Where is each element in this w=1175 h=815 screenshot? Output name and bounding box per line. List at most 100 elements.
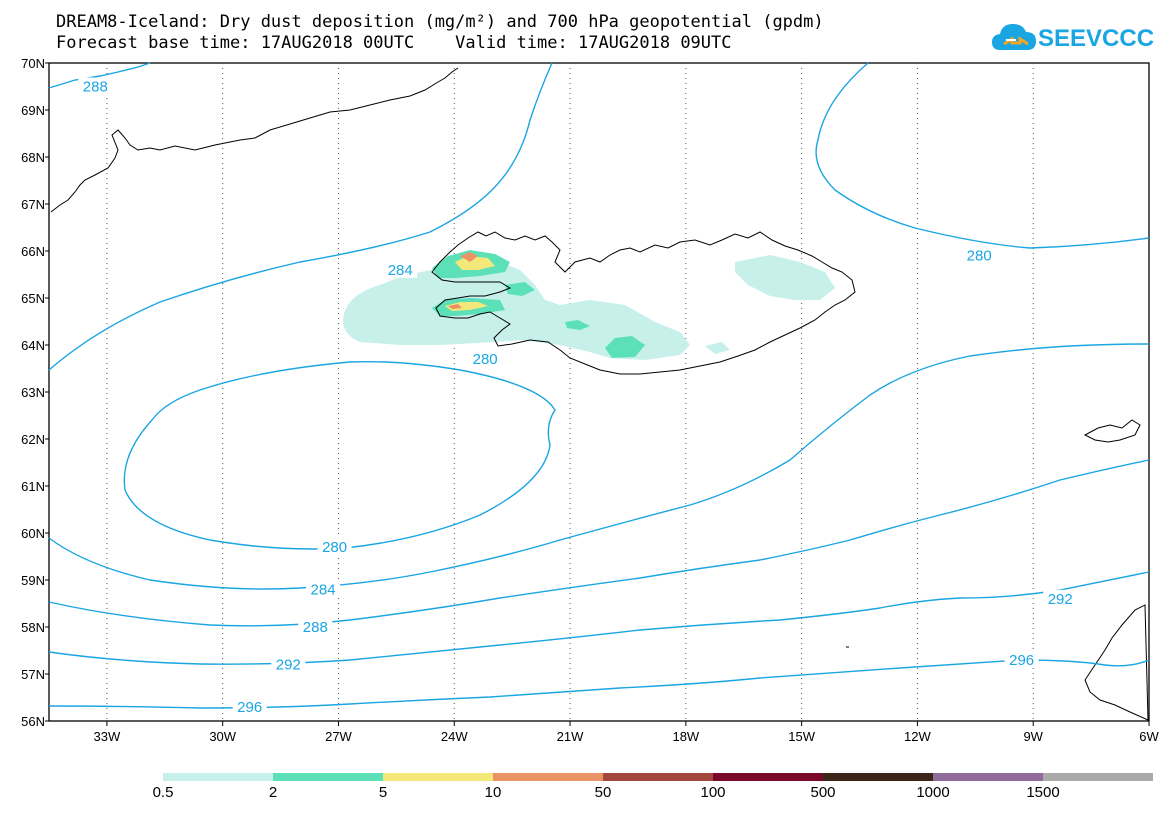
dust-area-low-east [735, 255, 835, 300]
contour-label-bg [1043, 589, 1078, 607]
lon-label: 24W [441, 729, 468, 744]
contour-label-bg [1004, 650, 1039, 668]
lat-label: 56N [21, 714, 45, 729]
contour-label: 296 [1009, 652, 1034, 669]
colorbar-swatch [383, 773, 493, 781]
colorbar-label: 0.5 [152, 784, 174, 801]
contour-label: 292 [276, 657, 301, 674]
contour-label-bg [962, 246, 997, 264]
colorbar [163, 773, 1153, 781]
lon-label: 30W [209, 729, 236, 744]
lat-label: 69N [21, 103, 45, 118]
colorbar-swatch [823, 773, 933, 781]
lon-label: 9W [1023, 729, 1043, 744]
colorbar-swatch [1043, 773, 1153, 781]
colorbar-label: 50 [594, 784, 612, 801]
lon-label: 15W [788, 729, 815, 744]
lon-label: 18W [672, 729, 699, 744]
contour-label: 288 [303, 619, 328, 636]
contour-label: 288 [83, 79, 108, 96]
dust-area-low-south [705, 342, 730, 354]
contour-label: 280 [473, 351, 498, 368]
contour-292 [48, 571, 1150, 665]
contour-label-bg [271, 655, 306, 673]
lat-label: 68N [21, 150, 45, 165]
contour-label-bg [383, 260, 418, 278]
lat-label: 60N [21, 526, 45, 541]
coast-faroes [1083, 419, 1141, 443]
longitude-labels: 33W 30W 27W 24W 21W 18W 15W 12W 9W 6W [94, 721, 1159, 744]
colorbar-swatch [933, 773, 1043, 781]
lon-label: 12W [904, 729, 931, 744]
contour-284 [48, 62, 553, 371]
dust-area-5-a [445, 302, 488, 311]
dust-area-5-b [455, 256, 495, 270]
contour-280-east [815, 62, 1150, 249]
dust-area-2-mid [565, 320, 590, 330]
lon-label: 27W [325, 729, 352, 744]
dust-deposition-shading [343, 250, 835, 360]
lat-label: 64N [21, 338, 45, 353]
contour-label-bg [232, 697, 267, 715]
contour-label: 280 [967, 248, 992, 265]
grid-lines [106, 63, 1034, 721]
colorbar-swatch [493, 773, 603, 781]
contour-labels: 288 284 280 280 280 284 288 292 292 296 296 [78, 77, 1078, 716]
contour-label: 284 [311, 581, 336, 598]
lat-label: 63N [21, 385, 45, 400]
colorbar-swatch [603, 773, 713, 781]
colorbar-label: 1000 [916, 784, 950, 801]
contour-280-closed [123, 360, 556, 550]
dust-area-2-south [605, 336, 645, 358]
dust-area-10 [460, 252, 478, 262]
lat-label: 65N [21, 291, 45, 306]
contour-label-bg [317, 538, 352, 556]
contour-label-bg [306, 580, 341, 598]
lat-label: 57N [21, 667, 45, 682]
colorbar-label: 500 [810, 784, 836, 801]
map-frame [48, 62, 1150, 722]
geopotential-contours [48, 62, 1150, 709]
colorbar-label: 5 [378, 784, 388, 801]
coast-iceland [431, 231, 856, 375]
coastlines [50, 67, 1149, 721]
contour-label-bg [468, 350, 503, 368]
dust-area-10-b [448, 304, 462, 309]
dust-area-low [343, 262, 690, 360]
cloud-logo-icon [992, 24, 1036, 50]
contour-label: 296 [237, 699, 262, 716]
contour-label-bg [298, 618, 333, 635]
colorbar-swatch [273, 773, 383, 781]
lat-label: 70N [21, 56, 45, 71]
contour-label-bg [78, 77, 113, 95]
colorbar-label: 100 [700, 784, 726, 801]
lat-label: 67N [21, 197, 45, 212]
lat-label: 58N [21, 620, 45, 635]
lon-label: 33W [94, 729, 121, 744]
latitude-labels: 70N 69N 68N 67N 66N 65N 64N 63N 62N 61N 60N 59N 58N 5… [21, 56, 49, 729]
coast-scotland [1084, 604, 1149, 721]
seevccc-logo: SEEVCCC [990, 18, 1160, 58]
colorbar-label: 2 [268, 784, 278, 801]
contour-288-north [48, 62, 151, 89]
lat-label: 62N [21, 432, 45, 447]
lat-label: 66N [21, 244, 45, 259]
contour-288-south [48, 459, 1150, 627]
lat-label: 59N [21, 573, 45, 588]
colorbar-label: 1500 [1026, 784, 1060, 801]
contour-label: 284 [388, 262, 413, 279]
chart-subtitle: Forecast base time: 17AUG2018 00UTC Vali… [56, 33, 732, 53]
contour-label: 280 [322, 539, 347, 556]
dust-area-2-ne [505, 282, 535, 296]
contour-296 [48, 659, 1150, 709]
contour-284-south [48, 343, 1150, 590]
lon-label: 21W [557, 729, 584, 744]
colorbar-swatch [163, 773, 273, 781]
colorbar-label: 10 [484, 784, 502, 801]
colorbar-swatch [713, 773, 823, 781]
chart-title: DREAM8-Iceland: Dry dust deposition (mg/… [56, 12, 824, 32]
lon-label: 6W [1139, 729, 1159, 744]
lat-label: 61N [21, 479, 45, 494]
contour-label: 292 [1048, 591, 1073, 608]
